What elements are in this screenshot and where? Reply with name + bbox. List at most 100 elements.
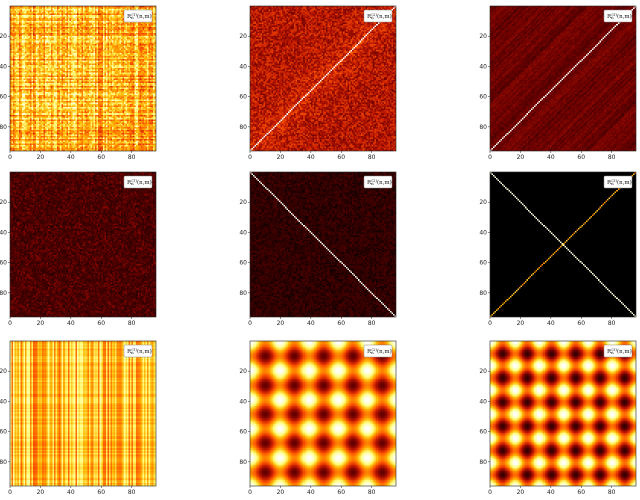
legend-label: Rn(3)(n,m) <box>607 347 632 355</box>
y-tick-label: 40 <box>239 229 247 236</box>
x-tick-label: 0 <box>8 154 12 161</box>
x-tick-label: 20 <box>37 320 45 327</box>
x-tick-label: 80 <box>368 154 376 161</box>
heatmap-svg-3: 0 20 40 60 80 20 40 60 80 Rn(3)(n,m) <box>479 5 637 161</box>
x-tick-label: 0 <box>8 489 12 496</box>
x-tick-label: 80 <box>368 320 376 327</box>
y-tick-label: 80 <box>479 124 487 131</box>
x-tick-label: 40 <box>307 154 315 161</box>
x-tick-label: 80 <box>128 154 136 161</box>
x-tick-label: 40 <box>547 489 555 496</box>
x-tick-label: 60 <box>577 154 585 161</box>
legend-label: Rn(3)(n,m) <box>607 12 632 20</box>
x-tick-label: 60 <box>337 320 345 327</box>
heatmap-panel-5: 0 20 40 60 80 20 40 60 80 Rn(2)(n,m) <box>239 171 402 331</box>
x-tick-label: 40 <box>307 320 315 327</box>
y-tick-label: 40 <box>0 63 7 70</box>
y-tick-label: 60 <box>0 94 7 101</box>
y-tick-label: 40 <box>479 63 487 70</box>
legend-label: Rn(2)(n,m) <box>367 178 392 186</box>
x-tick-label: 40 <box>307 489 315 496</box>
heatmap-panel-2: 0 20 40 60 80 20 40 60 80 Rn(2)(n,m) <box>239 5 402 165</box>
heatmap-image <box>490 341 636 486</box>
y-tick-label: 60 <box>479 429 487 436</box>
plot-frame <box>249 5 397 152</box>
plot-frame <box>249 171 397 318</box>
heatmap-image <box>490 6 636 151</box>
heatmap-image <box>250 6 396 151</box>
heatmap-svg-2: 0 20 40 60 80 20 40 60 80 Rn(2)(n,m) <box>239 5 397 161</box>
heatmap-panel-6: 0 20 40 60 80 20 40 60 80 Rn(3)(n,m) <box>479 171 640 331</box>
heatmap-panel-7: 0 20 40 60 80 20 40 60 80 Rn(1)(n,m) <box>0 340 162 500</box>
y-tick-label: 20 <box>0 33 7 40</box>
y-tick-label: 80 <box>0 124 7 131</box>
legend-box <box>123 9 153 23</box>
x-tick-label: 20 <box>517 489 525 496</box>
x-tick-label: 40 <box>67 154 75 161</box>
y-tick-label: 60 <box>479 94 487 101</box>
y-tick-label: 60 <box>0 429 7 436</box>
y-tick-label: 20 <box>479 33 487 40</box>
x-tick-label: 80 <box>608 489 616 496</box>
heatmap-svg-5: 0 20 40 60 80 20 40 60 80 Rn(2)(n,m) <box>239 171 397 327</box>
y-tick-label: 20 <box>239 199 247 206</box>
x-tick-label: 80 <box>608 154 616 161</box>
y-tick-label: 60 <box>0 260 7 267</box>
heatmap-panel-9: 0 20 40 60 80 20 40 60 80 Rn(3)(n,m) <box>479 340 640 500</box>
y-tick-label: 20 <box>479 368 487 375</box>
x-tick-label: 20 <box>517 154 525 161</box>
x-tick-label: 0 <box>488 489 492 496</box>
y-tick-label: 80 <box>0 459 7 466</box>
plot-frame <box>489 171 637 318</box>
x-tick-label: 60 <box>337 154 345 161</box>
plot-frame <box>9 340 157 487</box>
x-tick-label: 0 <box>488 320 492 327</box>
y-tick-label: 80 <box>0 290 7 297</box>
x-tick-label: 0 <box>248 154 252 161</box>
y-tick-label: 80 <box>239 124 247 131</box>
x-tick-label: 20 <box>277 320 285 327</box>
heatmap-panel-1: 0 20 40 60 80 20 40 60 80 Rn(1)(n,m) <box>0 5 162 165</box>
y-tick-label: 40 <box>479 398 487 405</box>
heatmap-image <box>10 6 156 151</box>
x-tick-label: 20 <box>277 154 285 161</box>
x-tick-label: 40 <box>67 489 75 496</box>
x-tick-label: 0 <box>248 320 252 327</box>
heatmap-svg-6: 0 20 40 60 80 20 40 60 80 Rn(3)(n,m) <box>479 171 637 327</box>
x-tick-label: 20 <box>37 154 45 161</box>
legend-box <box>363 344 393 358</box>
heatmap-image <box>250 172 396 317</box>
x-tick-label: 0 <box>248 489 252 496</box>
plot-frame <box>249 340 397 487</box>
plot-frame <box>9 171 157 318</box>
x-tick-label: 20 <box>277 489 285 496</box>
x-tick-label: 80 <box>608 320 616 327</box>
x-tick-label: 80 <box>368 489 376 496</box>
legend-box <box>603 9 633 23</box>
x-tick-label: 60 <box>97 320 105 327</box>
y-tick-label: 80 <box>239 459 247 466</box>
x-tick-label: 20 <box>517 320 525 327</box>
legend-box <box>363 9 393 23</box>
y-tick-label: 60 <box>239 94 247 101</box>
x-tick-label: 60 <box>337 489 345 496</box>
y-tick-label: 40 <box>239 63 247 70</box>
heatmap-image <box>490 172 636 317</box>
heatmap-svg-9: 0 20 40 60 80 20 40 60 80 Rn(3)(n,m) <box>479 340 637 496</box>
x-tick-label: 60 <box>97 489 105 496</box>
y-tick-label: 40 <box>0 398 7 405</box>
heatmap-svg-8: 0 20 40 60 80 20 40 60 80 Rn(2)(n,m) <box>239 340 397 496</box>
heatmap-panel-8: 0 20 40 60 80 20 40 60 80 Rn(2)(n,m) <box>239 340 402 500</box>
y-tick-label: 80 <box>479 459 487 466</box>
legend-box <box>603 175 633 189</box>
x-tick-label: 20 <box>37 489 45 496</box>
y-tick-label: 20 <box>479 199 487 206</box>
y-tick-label: 80 <box>479 290 487 297</box>
heatmap-panel-4: 0 20 40 60 80 20 40 60 80 Rn(1)(n,m) <box>0 171 162 331</box>
legend-box <box>123 344 153 358</box>
legend-box <box>363 175 393 189</box>
legend-label: Rn(1)(n,m) <box>127 347 152 355</box>
heatmap-image <box>10 172 156 317</box>
x-tick-label: 0 <box>8 320 12 327</box>
x-tick-label: 40 <box>547 154 555 161</box>
